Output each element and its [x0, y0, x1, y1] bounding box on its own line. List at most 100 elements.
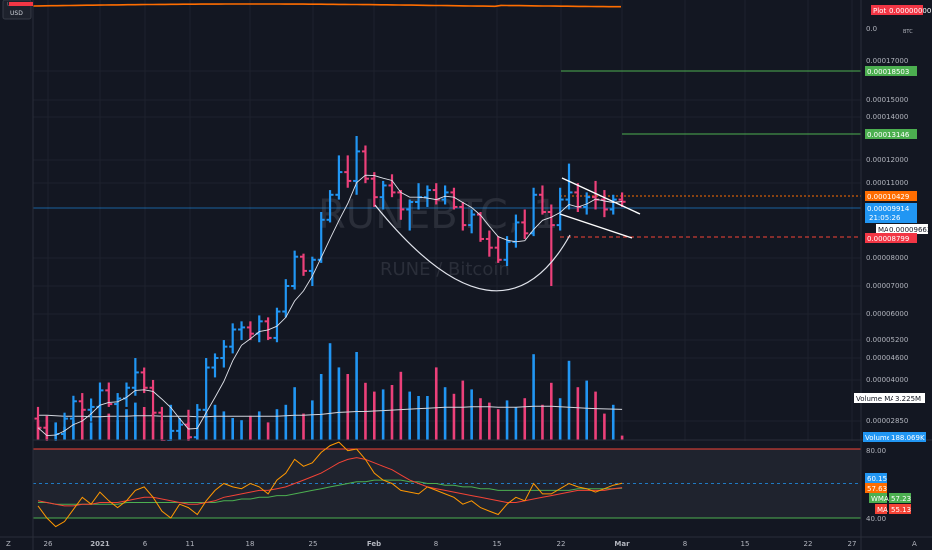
volume-bar	[620, 435, 624, 440]
ohlc-bar	[503, 236, 511, 267]
orange-level-tag	[865, 191, 917, 201]
volume-tag-label-box	[863, 432, 889, 442]
ohlc-bar	[176, 418, 184, 441]
price-tags: Plot 0.00000000 0.0 BTC 0.00018503 0.000…	[854, 5, 931, 442]
watermark-pair: RUNE / Bitcoin	[380, 259, 510, 280]
volume-bar	[514, 407, 518, 440]
ohlc-bar	[441, 185, 449, 205]
green-level-tag-1	[865, 66, 917, 76]
rsi-value-tag	[865, 473, 887, 483]
volume-bar	[399, 371, 403, 440]
ma-tag-label-box	[876, 224, 888, 234]
volume-bar	[302, 413, 305, 440]
volume-bar	[98, 404, 102, 440]
currency-alert-strip	[9, 2, 33, 6]
ohlc-bar	[300, 253, 307, 276]
rsi-ma-value: 57.63	[867, 485, 887, 493]
ohlc-bar	[140, 367, 148, 394]
ohlc-bar	[149, 379, 157, 422]
time-tick-label: 25	[309, 540, 318, 548]
rsi-ma-tag-value: 55.13	[891, 506, 911, 514]
trendline-upper[interactable]	[561, 177, 641, 215]
ohlc-bar	[618, 192, 626, 207]
ohlc-bar	[344, 155, 352, 188]
pair-badge: BTC	[903, 29, 913, 35]
ohlc-bar	[282, 279, 290, 318]
plot-line	[32, 3, 621, 8]
volume-bar	[532, 354, 535, 440]
current-price-value: 0.00009914	[867, 205, 910, 213]
price-tick-label: 0.00014000	[866, 113, 908, 121]
volume-bar	[488, 402, 491, 440]
ohlc-bar	[459, 202, 467, 231]
plot-tag-label: Plot	[873, 7, 886, 15]
volume-bar	[222, 411, 226, 440]
ohlc-bar	[229, 323, 237, 354]
volume-bar	[311, 400, 314, 440]
ohlc-bar	[388, 174, 396, 198]
volume-bar	[417, 396, 420, 440]
ohlc-bar	[131, 358, 139, 396]
ohlc-bar	[353, 136, 361, 195]
auto-scale-icon[interactable]: A	[912, 540, 917, 548]
volume-bar	[107, 413, 111, 440]
volume-ma-tag-label-box	[854, 393, 894, 403]
volume-bar	[151, 413, 155, 440]
ohlc-bar	[485, 230, 493, 257]
volume-tag-label: Volume	[865, 434, 891, 442]
volume-bar	[213, 404, 217, 440]
ohlc-bar	[450, 187, 458, 210]
orange-level-value: 0.00010429	[867, 193, 909, 201]
volume-bar	[257, 411, 261, 440]
price-tick-label: 0.00008000	[866, 254, 908, 262]
volume-ma-line	[38, 405, 623, 418]
time-tick-label: 18	[246, 540, 255, 548]
volume-tag	[889, 432, 926, 442]
volume-bar	[72, 420, 75, 440]
volume-bar	[293, 387, 296, 440]
volume-bar	[461, 380, 465, 440]
volume-bar	[567, 360, 571, 440]
volume-bar	[142, 407, 146, 440]
time-tick-label: 27	[848, 540, 857, 548]
ohlc-bar	[406, 199, 414, 231]
ohlc-bar	[609, 194, 617, 215]
bar-countdown: 21:05:26	[869, 214, 901, 222]
volume-bar	[576, 387, 580, 440]
ma-tag-label: MA	[878, 226, 889, 234]
ohlc-bars	[34, 136, 626, 461]
volume-bar	[373, 391, 376, 440]
rsi-level-high-label: 80.00	[866, 447, 886, 455]
volume-bar	[452, 393, 456, 440]
cup-curve-drawing[interactable]	[374, 204, 571, 292]
ohlc-bar	[87, 398, 95, 422]
ohlc-bar	[370, 172, 378, 207]
ohlc-bar	[556, 187, 564, 231]
volume-bar	[408, 391, 411, 440]
trendline-lower[interactable]	[559, 213, 633, 239]
time-tick-label: Mar	[614, 540, 630, 548]
green-level-tag-2	[865, 129, 917, 139]
ohlc-bar	[547, 204, 555, 286]
volume-ma-tag-label: Volume MA	[856, 395, 895, 403]
plot-tag-value: 0.00000000	[889, 7, 931, 15]
volume-bar	[523, 398, 527, 440]
volume-bar	[125, 409, 128, 440]
time-tick-label: 11	[186, 540, 195, 548]
wma-value: 57.23	[891, 495, 911, 503]
ohlc-bar	[600, 190, 608, 218]
time-tick-label: 15	[741, 540, 750, 548]
volume-bar	[381, 389, 385, 440]
volume-bar	[346, 374, 350, 440]
volume-bar	[611, 404, 615, 440]
volume-bar	[80, 409, 84, 440]
rsi-ma-tag	[889, 504, 911, 514]
axis-zoom-icon[interactable]: Z	[6, 540, 11, 548]
time-tick-label: 22	[804, 540, 813, 548]
time-tick-label: 2021	[90, 540, 110, 548]
time-tick-label: 6	[143, 540, 148, 548]
price-tick-label: 0.00012000	[866, 156, 908, 164]
ohlc-bar	[211, 353, 219, 378]
ohlc-bar	[61, 412, 69, 441]
